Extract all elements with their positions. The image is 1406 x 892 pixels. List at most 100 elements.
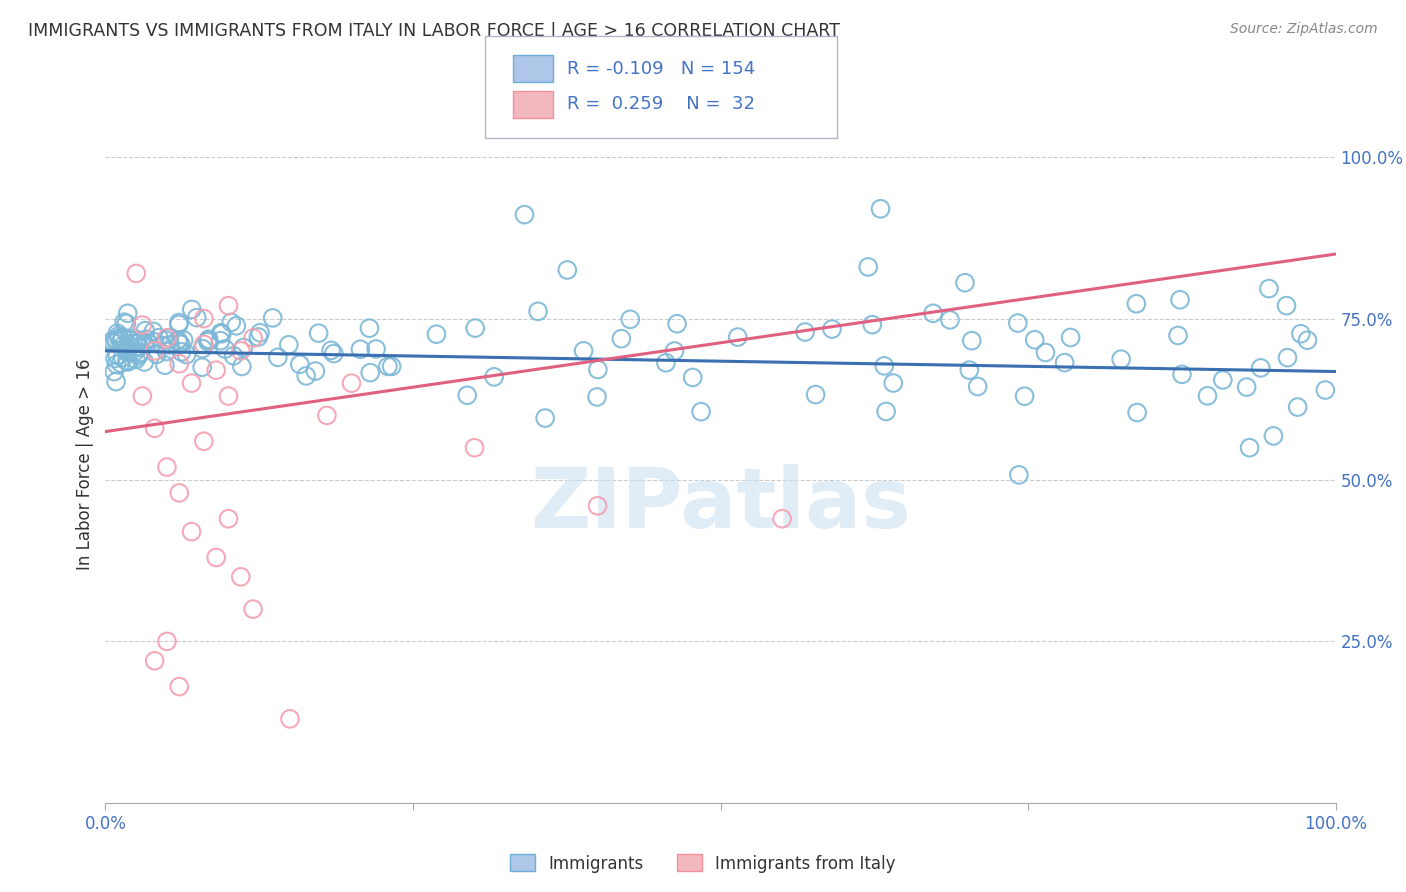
Point xyxy=(359,366,381,380)
Point xyxy=(125,333,148,347)
Point xyxy=(1250,360,1272,375)
Point xyxy=(169,336,191,351)
Point xyxy=(176,347,198,361)
Point xyxy=(586,499,609,513)
Point xyxy=(966,379,988,393)
Point xyxy=(104,351,127,366)
Point xyxy=(105,333,128,347)
Point xyxy=(804,387,827,401)
Point xyxy=(1059,330,1081,344)
Text: IMMIGRANTS VS IMMIGRANTS FROM ITALY IN LABOR FORCE | AGE > 16 CORRELATION CHART: IMMIGRANTS VS IMMIGRANTS FROM ITALY IN L… xyxy=(28,22,839,40)
Point xyxy=(308,326,330,340)
Point xyxy=(127,349,149,363)
Point xyxy=(425,327,447,342)
Point xyxy=(225,318,247,333)
Point xyxy=(1008,467,1031,482)
Point xyxy=(464,441,486,455)
Point xyxy=(664,344,686,359)
Point xyxy=(690,405,713,419)
Point xyxy=(222,349,245,363)
Point xyxy=(114,341,136,355)
Point xyxy=(869,202,891,216)
Point xyxy=(150,338,173,352)
Point xyxy=(129,345,152,359)
Point xyxy=(186,310,208,325)
Point xyxy=(142,325,165,339)
Point xyxy=(381,359,404,374)
Point xyxy=(242,331,264,345)
Point xyxy=(366,342,388,356)
Point xyxy=(278,712,301,726)
Point xyxy=(117,343,139,357)
Point xyxy=(197,333,219,347)
Point xyxy=(110,356,132,370)
Point xyxy=(359,321,381,335)
Point xyxy=(169,486,191,500)
Point xyxy=(939,313,962,327)
Point xyxy=(295,368,318,383)
Point xyxy=(1035,345,1057,359)
Point xyxy=(156,460,179,475)
Point xyxy=(128,340,150,354)
Point xyxy=(304,364,326,378)
Point xyxy=(218,299,240,313)
Point xyxy=(117,306,139,320)
Point xyxy=(193,311,215,326)
Point xyxy=(277,338,299,352)
Point xyxy=(145,347,167,361)
Point xyxy=(242,602,264,616)
Point xyxy=(349,343,371,357)
Point xyxy=(619,312,641,326)
Point xyxy=(1109,352,1132,367)
Point xyxy=(1315,383,1337,397)
Point xyxy=(197,334,219,349)
Point xyxy=(105,326,128,341)
Point xyxy=(218,512,240,526)
Point xyxy=(169,680,191,694)
Point xyxy=(173,333,195,347)
Point xyxy=(1263,429,1285,443)
Legend: Immigrants, Immigrants from Italy: Immigrants, Immigrants from Italy xyxy=(503,847,903,880)
Point xyxy=(247,330,270,344)
Point xyxy=(482,369,505,384)
Point xyxy=(960,334,983,348)
Point xyxy=(112,315,135,329)
Point xyxy=(572,343,595,358)
Point xyxy=(873,359,896,373)
Point xyxy=(155,333,177,347)
Point xyxy=(155,344,177,359)
Point xyxy=(1197,389,1219,403)
Point xyxy=(1277,351,1299,365)
Point xyxy=(464,321,486,335)
Point xyxy=(456,388,478,402)
Point xyxy=(1125,297,1147,311)
Point xyxy=(191,342,214,356)
Point xyxy=(134,336,156,351)
Point xyxy=(727,330,749,344)
Point xyxy=(134,324,156,338)
Point xyxy=(143,421,166,435)
Point xyxy=(105,349,128,363)
Point xyxy=(205,550,228,565)
Point xyxy=(180,524,202,539)
Point xyxy=(136,336,159,351)
Point xyxy=(218,389,240,403)
Point xyxy=(209,326,232,340)
Point xyxy=(1168,293,1191,307)
Point xyxy=(1014,389,1036,403)
Point xyxy=(534,411,557,425)
Point xyxy=(1236,380,1258,394)
Point xyxy=(1212,373,1234,387)
Point xyxy=(131,318,153,332)
Point xyxy=(1275,299,1298,313)
Point xyxy=(191,360,214,375)
Point xyxy=(134,355,156,369)
Point xyxy=(322,346,344,360)
Point xyxy=(1258,282,1281,296)
Point xyxy=(860,318,883,332)
Point xyxy=(377,359,399,374)
Point xyxy=(193,434,215,449)
Point xyxy=(214,342,236,356)
Point xyxy=(1024,333,1046,347)
Point xyxy=(205,363,228,377)
